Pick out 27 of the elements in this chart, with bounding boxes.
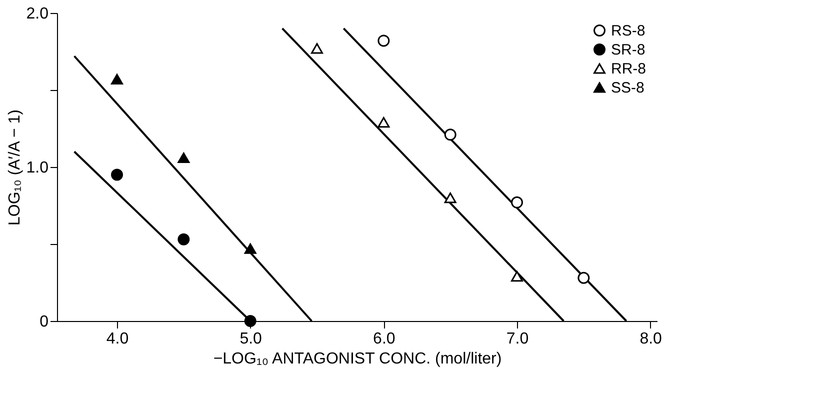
y-tick-label: 0: [40, 314, 49, 330]
y-tick-label: 1.0: [26, 160, 49, 176]
point: [578, 272, 590, 284]
legend-label: SR-8: [611, 42, 646, 58]
x-tick-label: 6.0: [373, 330, 396, 348]
y-axis-title: LOG₁₀ (A′/A − 1): [6, 110, 24, 226]
y-tick-label: 2.0: [26, 6, 49, 22]
point: [511, 196, 523, 208]
legend-label: RR-8: [611, 60, 646, 78]
x-tick-label: 8.0: [640, 330, 662, 348]
point: [444, 192, 456, 204]
point: [511, 271, 523, 282]
point: [378, 117, 390, 128]
point: [178, 152, 190, 164]
point: [111, 168, 123, 181]
x-tick-label: 7.0: [506, 330, 529, 348]
point: [178, 233, 190, 246]
point: [111, 74, 123, 85]
point: [311, 43, 323, 54]
point: [378, 34, 390, 47]
x-tick-label: 5.0: [240, 330, 262, 348]
x-axis-title: −LOG₁₀ ANTAGONIST CONC. (mol/liter): [213, 350, 502, 368]
legend-label: RS-8: [611, 22, 646, 40]
x-tick-label: 4.0: [106, 330, 129, 348]
point: [244, 243, 256, 254]
point: [444, 128, 456, 141]
legend-label: SS-8: [611, 80, 644, 96]
